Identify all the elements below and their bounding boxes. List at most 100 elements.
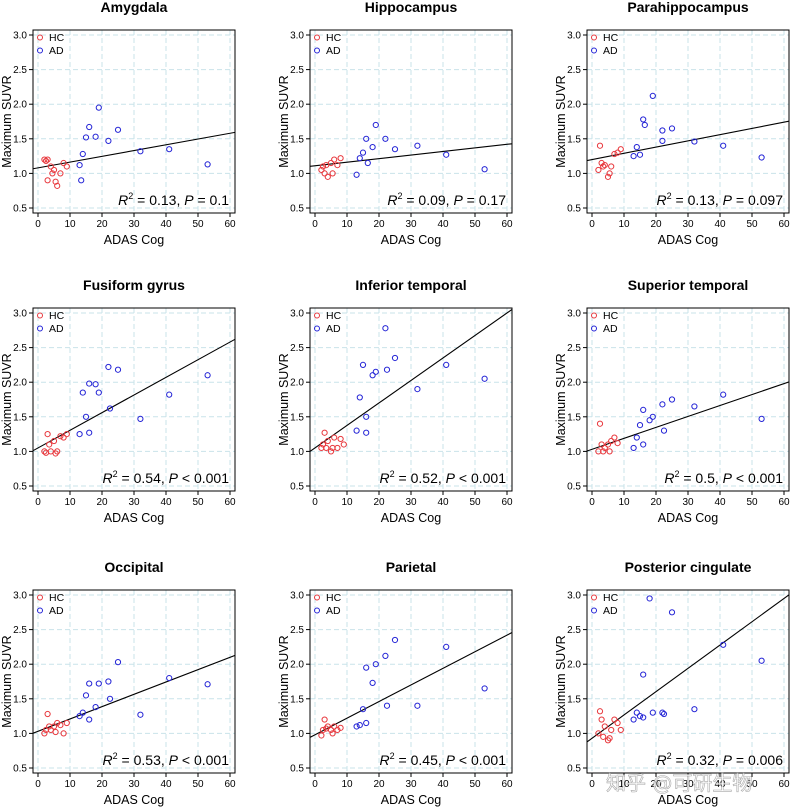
point-hc (319, 726, 327, 734)
stat-p-value: = 0.17 (463, 192, 506, 208)
chart-parahippocampus-title: Parahippocampus (627, 0, 749, 15)
point-hc (340, 441, 347, 448)
point-ad (372, 661, 379, 668)
chart-inferior-temporal: 0 10 20 30 40 50 60 0.5 1.0 1.5 2.0 2.5 3.0 Inferior … (277, 277, 513, 525)
point-hc (50, 166, 58, 174)
x-tick-label: 30 (405, 779, 417, 790)
stat-p-symbol: P (453, 192, 463, 208)
point-ad (649, 413, 656, 420)
point-ad (758, 415, 765, 422)
point-ad (630, 153, 637, 160)
chart-fusiform-gyrus-stat: R2 = 0.54, P < 0.001 (103, 469, 230, 486)
y-tick-label: 1.5 (13, 134, 27, 145)
point-ad (369, 144, 376, 151)
point-ad (353, 427, 360, 434)
legend-marker-hc (37, 34, 43, 41)
point-hc (41, 156, 48, 163)
point-ad (105, 137, 112, 144)
x-tick-label: 0 (312, 497, 318, 508)
point-ad (414, 142, 421, 149)
chart-fusiform-gyrus-regression-line (33, 338, 235, 452)
stat-p-value: < 0.001 (732, 470, 783, 486)
x-tick-label: 20 (96, 219, 108, 230)
point-ad (86, 429, 93, 436)
legend-label-hc: HC (603, 592, 619, 604)
point-ad (443, 643, 450, 651)
stat-r-exponent: 2 (667, 191, 672, 201)
point-ad (640, 714, 647, 721)
x-tick-label: 40 (160, 219, 172, 230)
point-ad (356, 721, 363, 729)
point-hc (323, 444, 330, 452)
point-hc (608, 163, 615, 170)
point-ad (481, 375, 488, 382)
x-tick-label: 10 (341, 779, 353, 790)
x-tick-label: 40 (437, 779, 449, 790)
point-ad (92, 133, 99, 140)
point-ad (481, 166, 488, 173)
point-ad (720, 391, 727, 398)
chart-fusiform-gyrus-grid (33, 308, 235, 491)
chart-parietal-grid (310, 590, 512, 773)
point-ad (137, 415, 144, 422)
y-tick-label: 1.0 (567, 729, 581, 740)
point-ad (82, 692, 90, 699)
stat-r-symbol: R (118, 192, 128, 208)
point-ad (204, 372, 211, 379)
x-tick-label: 60 (778, 497, 790, 508)
x-tick-label: 30 (128, 779, 140, 790)
stat-p-value: = 0.097 (732, 192, 783, 208)
x-tick-label: 0 (312, 779, 318, 790)
x-tick-label: 40 (160, 779, 172, 790)
chart-superior-temporal-ylabel: Maximum SUVR (554, 353, 568, 445)
point-hc (41, 448, 48, 455)
point-ad (659, 401, 666, 408)
chart-superior-temporal-title: Superior temporal (628, 277, 749, 293)
y-tick-label: 1.5 (290, 134, 304, 145)
point-hc (331, 156, 338, 163)
point-ad (114, 659, 122, 666)
stat-r2-value: = 0.5, (679, 470, 722, 486)
chart-parahippocampus-stat: R2 = 0.13, P = 0.097 (657, 191, 784, 208)
x-tick-label: 40 (437, 497, 449, 508)
y-tick-label: 3.0 (13, 309, 27, 320)
point-ad (659, 127, 666, 134)
stat-r-exponent: 2 (113, 469, 118, 479)
point-ad (633, 709, 640, 716)
point-hc (50, 723, 58, 730)
legend-marker-ad (591, 325, 597, 332)
point-ad (86, 716, 93, 723)
y-tick-label: 3.0 (290, 31, 304, 42)
legend-label-ad: AD (603, 323, 618, 335)
point-ad (363, 664, 370, 671)
point-ad (391, 354, 399, 362)
point-hc (44, 177, 51, 184)
point-hc (596, 708, 604, 715)
point-hc (600, 733, 607, 740)
y-tick-label: 2.0 (567, 100, 581, 111)
stat-p-symbol: P (184, 192, 194, 208)
x-tick-label: 10 (341, 219, 353, 230)
chart-posterior-cingulate-regression-line (587, 594, 789, 743)
legend-label-hc: HC (49, 592, 65, 604)
y-tick-label: 2.5 (13, 343, 27, 354)
y-tick-label: 2.5 (13, 625, 27, 636)
stat-r2-value: = 0.53, (118, 752, 169, 768)
point-ad (78, 177, 85, 184)
legend-marker-hc (314, 594, 320, 601)
legend-marker-hc (37, 594, 43, 601)
point-ad (95, 389, 102, 396)
chart-fusiform-gyrus: 0 10 20 30 40 50 60 0.5 1.0 1.5 2.0 2.5 3.0 Fusiform … (0, 277, 236, 525)
stat-r-exponent: 2 (128, 191, 133, 201)
chart-superior-temporal-xlabel: ADAS Cog (658, 511, 718, 525)
y-tick-label: 0.5 (13, 764, 27, 775)
legend-marker-ad (314, 325, 320, 332)
point-hc (319, 163, 327, 170)
x-tick-label: 60 (778, 779, 790, 790)
point-hc (601, 723, 608, 730)
point-ad (720, 641, 727, 648)
x-tick-label: 30 (682, 779, 694, 790)
stat-r2-value: = 0.32, (672, 752, 723, 768)
point-ad (391, 636, 399, 644)
chart-fusiform-gyrus-title: Fusiform gyrus (83, 277, 185, 293)
